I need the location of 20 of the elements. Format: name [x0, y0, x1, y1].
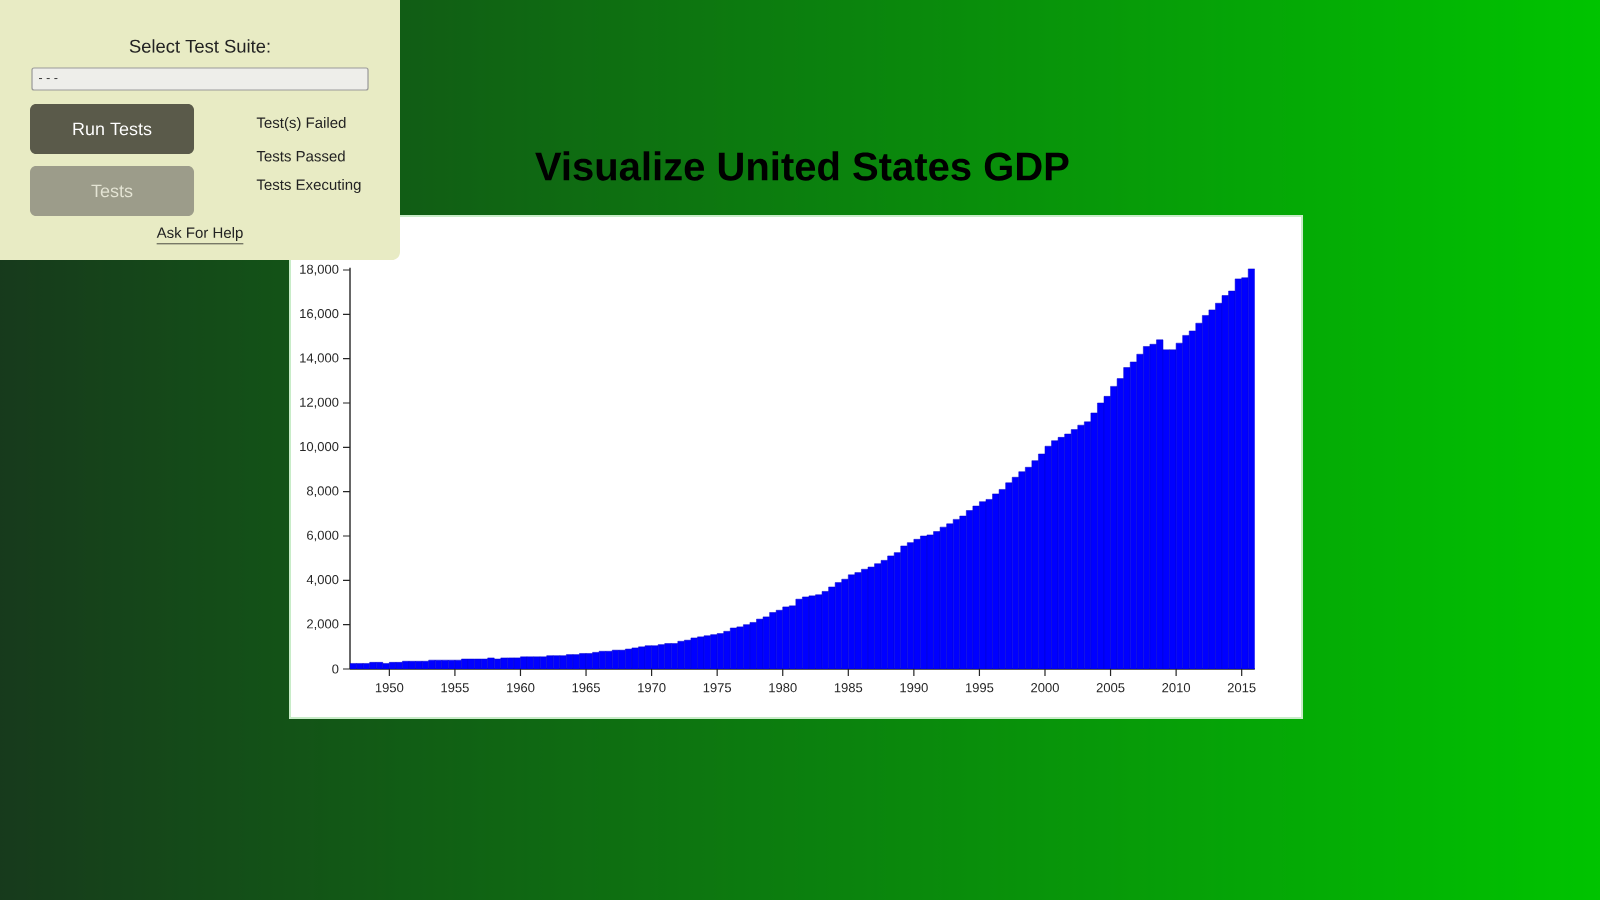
bar: [1044, 445, 1052, 669]
bar: [585, 653, 593, 669]
text: Tests: [91, 184, 133, 198]
bar: [1221, 295, 1229, 669]
bar: [375, 662, 384, 669]
bar: [382, 663, 390, 669]
bar: [369, 662, 377, 669]
bar: [395, 662, 403, 669]
text: Select Test Suite:: [129, 39, 270, 53]
text: Run Tests: [73, 122, 152, 136]
bar: [362, 663, 370, 669]
bar: [454, 659, 462, 669]
bar: [749, 622, 757, 669]
bar: [808, 595, 816, 669]
chart-title: Visualize United States GDP: [535, 151, 1069, 181]
bar: [926, 534, 934, 669]
bar: [408, 660, 416, 669]
bar: [513, 657, 521, 669]
bar: [867, 566, 875, 669]
bar: [985, 499, 993, 669]
